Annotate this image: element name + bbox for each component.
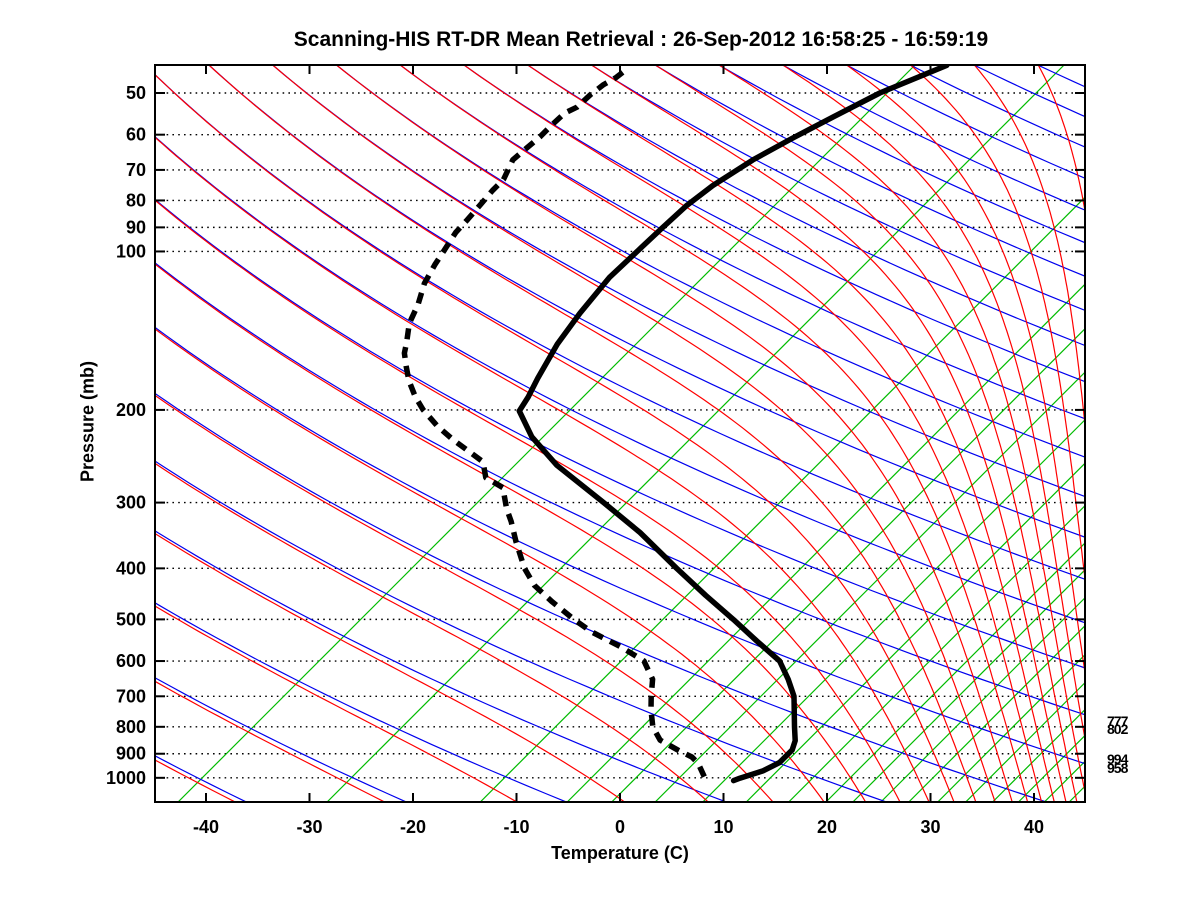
x-tick-label: -20 xyxy=(400,817,426,837)
x-tick-label: 20 xyxy=(817,817,837,837)
y-tick-label: 400 xyxy=(116,558,146,578)
moist-adiabat xyxy=(846,65,1085,677)
dry-adiabat xyxy=(336,65,1085,458)
dry-adiabat xyxy=(655,65,1085,277)
mixing-line xyxy=(852,569,1085,802)
mixing-line xyxy=(880,596,1085,802)
moist-adiabat xyxy=(155,263,866,802)
moist-adiabat xyxy=(1102,65,1161,801)
mixing-line xyxy=(566,283,1085,802)
plot-content xyxy=(155,65,1200,802)
dry-adiabat xyxy=(527,65,1085,347)
x-tick-label: 0 xyxy=(615,817,625,837)
y-tick-label: 600 xyxy=(116,651,146,671)
dry-adiabat xyxy=(464,65,1085,383)
dry-adiabat xyxy=(974,65,1085,118)
moist-adiabat xyxy=(974,65,1085,432)
y-tick-label: 50 xyxy=(126,83,146,103)
y-tick-label: 1000 xyxy=(106,768,146,788)
right-pressure-label: 958 xyxy=(1107,760,1129,776)
y-tick-label: 800 xyxy=(116,717,146,737)
x-axis-title: Temperature (C) xyxy=(551,843,689,863)
dry-adiabat xyxy=(783,65,1085,211)
moist-adiabat xyxy=(155,73,955,802)
mixing-line xyxy=(479,196,1085,802)
dry-adiabat xyxy=(155,198,1085,669)
moist-adiabat xyxy=(208,65,977,802)
dry-adiabat xyxy=(155,326,1085,765)
dry-adiabat xyxy=(155,602,566,802)
x-tick-label: 30 xyxy=(920,817,940,837)
dewpoint-curve xyxy=(401,65,707,778)
y-tick-label: 900 xyxy=(116,744,146,764)
moist-adiabat xyxy=(155,394,774,802)
moist-adiabat xyxy=(591,65,1067,802)
right-pressure-label: 777 xyxy=(1107,713,1129,729)
mixing-line xyxy=(1018,734,1085,802)
y-tick-label: 70 xyxy=(126,160,146,180)
moist-adiabat xyxy=(155,328,825,802)
moist-adiabat xyxy=(272,65,996,802)
dry-adiabat xyxy=(846,65,1085,179)
moist-adiabat xyxy=(155,680,385,802)
chart-title: Scanning-HIS RT-DR Mean Retrieval : 26-S… xyxy=(293,28,989,51)
moist-adiabat xyxy=(527,65,1055,802)
mixing-line xyxy=(326,65,1065,802)
mixing-line xyxy=(788,504,1085,802)
y-tick-label: 60 xyxy=(126,125,146,145)
x-tick-label: 40 xyxy=(1024,817,1044,837)
moist-adiabat xyxy=(155,605,517,802)
right-pressure-label: 802 xyxy=(1107,721,1129,737)
dry-adiabat xyxy=(208,65,1085,538)
dry-adiabat xyxy=(155,262,1085,716)
mixing-line xyxy=(1068,785,1085,802)
dry-adiabat xyxy=(719,65,1085,244)
y-tick-label: 700 xyxy=(116,686,146,706)
dry-adiabat xyxy=(155,392,1046,802)
moist-adiabat xyxy=(719,65,1085,795)
mixing-line xyxy=(937,653,1085,802)
moist-adiabat xyxy=(910,65,1085,585)
moist-adiabat xyxy=(1037,65,1085,215)
moist-adiabat xyxy=(155,462,709,802)
mixing-line xyxy=(908,624,1085,802)
mixing-line xyxy=(825,542,1085,802)
y-tick-label: 100 xyxy=(116,241,146,261)
mixing-line xyxy=(177,65,916,802)
y-tick-label: 90 xyxy=(126,217,146,237)
y-tick-label: 80 xyxy=(126,190,146,210)
dry-adiabat xyxy=(155,677,406,802)
moist-adiabat xyxy=(464,65,1043,802)
moist-adiabat xyxy=(155,199,901,802)
moist-adiabat xyxy=(336,65,1013,802)
dry-adiabat xyxy=(1038,65,1085,88)
mixing-line xyxy=(745,462,1085,802)
temperature-curve xyxy=(516,65,950,784)
y-tick-label: 300 xyxy=(116,493,146,513)
moist-adiabat xyxy=(400,65,1029,802)
mixing-line xyxy=(965,681,1085,802)
moist-adiabat xyxy=(155,136,930,802)
x-tick-label: -40 xyxy=(193,817,219,837)
dry-adiabat xyxy=(272,65,1085,498)
moist-adiabat xyxy=(782,65,1085,743)
y-tick-label: 200 xyxy=(116,400,146,420)
y-axis-title: Pressure (mb) xyxy=(77,360,98,483)
mixing-line xyxy=(611,327,1085,802)
dry-adiabat xyxy=(1102,65,1200,368)
dry-adiabat xyxy=(155,460,886,802)
moist-adiabat xyxy=(155,532,625,802)
x-tick-label: 10 xyxy=(713,817,733,837)
moist-adiabat xyxy=(655,65,1078,802)
y-tick-label: 500 xyxy=(116,609,146,629)
dry-adiabat xyxy=(155,530,726,802)
dry-adiabat xyxy=(910,65,1085,148)
x-tick-label: -10 xyxy=(503,817,529,837)
dry-adiabat xyxy=(591,65,1085,312)
x-tick-label: -30 xyxy=(296,817,322,837)
right-pressure-label: 994 xyxy=(1107,751,1129,767)
